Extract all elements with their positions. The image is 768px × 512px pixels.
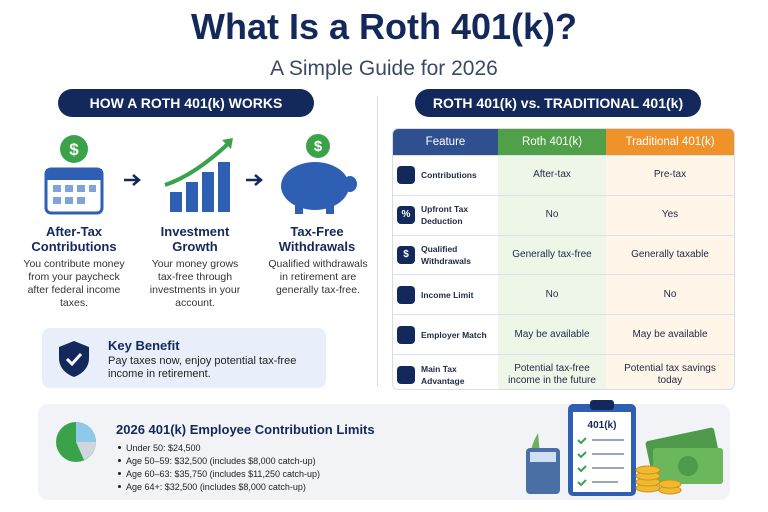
- key-benefit-text: Pay taxes now, enjoy potential tax-free …: [108, 355, 297, 380]
- growth-arrow-head: [222, 138, 233, 149]
- traditional-cell: Yes: [606, 194, 734, 235]
- key-benefit-title: Key Benefit: [108, 338, 180, 353]
- feature-label: Employer Match: [421, 329, 487, 340]
- divider: [377, 96, 378, 386]
- limit-text: Age 64+: $32,500 (includes $8,000 catch-…: [126, 482, 306, 492]
- growth-arrow: [164, 140, 232, 187]
- icon-symbol: $: [69, 140, 79, 159]
- limit-item: Age 64+: $32,500 (includes $8,000 catch-…: [116, 481, 320, 494]
- traditional-cell: No: [606, 274, 734, 315]
- clipboard-label: 401(k): [588, 420, 617, 431]
- feature-label: Income Limit: [421, 289, 474, 300]
- coin-icon: [60, 135, 88, 163]
- piggy-leg: [295, 202, 303, 214]
- feature-label: Qualified Withdrawals: [421, 244, 471, 267]
- step-icons: $ $: [44, 134, 357, 215]
- limit-item: Age 60–63: $35,750 (includes $11,250 cat…: [116, 468, 320, 481]
- traditional-cell: May be available: [606, 314, 734, 355]
- section-heading: ROTH 401(k) vs. TRADITIONAL 401(k): [415, 89, 701, 117]
- roth-cell: No: [498, 274, 606, 315]
- shield-icon: [59, 341, 89, 377]
- growth-chart-icon: [170, 162, 230, 212]
- feature-cell: Contributions: [393, 155, 498, 195]
- feature-cell: $ Qualified Withdrawals: [393, 234, 498, 275]
- limits-list: Under 50: $24,500 Age 50–59: $32,500 (inc…: [116, 442, 320, 494]
- step-text: Your money grows tax-free through invest…: [149, 258, 241, 309]
- calendar-top: [46, 169, 102, 180]
- step-title: Tax-Free Withdrawals: [278, 224, 356, 254]
- limits-panel: 2026 401(k) Employee Contribution Limits…: [38, 400, 730, 500]
- finance-illustration: 401(k): [526, 400, 723, 496]
- traditional-cell: Potential tax savings today: [606, 354, 734, 389]
- arrow: [124, 174, 141, 186]
- column-header: Feature: [393, 129, 498, 155]
- row-icon: [397, 285, 415, 304]
- pie-icon: [56, 422, 96, 462]
- row-icon: [397, 325, 415, 344]
- roth-cell: Generally tax-free: [498, 234, 606, 275]
- step-title: After-Tax Contributions: [31, 224, 117, 254]
- roth-cell: After-tax: [498, 155, 606, 195]
- feature-label: Contributions: [421, 170, 477, 181]
- roth-cell: Potential tax-free income in the future: [498, 354, 606, 389]
- bullet: [118, 472, 121, 475]
- comparison-table: Feature Roth 401(k) Traditional 401(k) Cont…: [392, 128, 735, 390]
- feature-cell: Employer Match: [393, 314, 498, 355]
- row-icon: [397, 166, 415, 185]
- limits-title: 2026 401(k) Employee Contribution Limits: [116, 422, 375, 437]
- key-benefit-box: Key Benefit Pay taxes now, enjoy potenti…: [42, 328, 326, 388]
- traditional-cell: Generally taxable: [606, 234, 734, 275]
- bullet: [118, 485, 121, 488]
- icon-symbol: $: [314, 138, 323, 155]
- section-heading: HOW A ROTH 401(k) WORKS: [58, 89, 314, 117]
- bullet: [118, 459, 121, 462]
- feature-cell: Main Tax Advantage: [393, 354, 498, 389]
- roth-cell: No: [498, 194, 606, 235]
- traditional-cell: Pre-tax: [606, 155, 734, 195]
- column-header: Traditional 401(k): [606, 129, 734, 155]
- piggy-bank-icon: [281, 162, 349, 210]
- step-text: You contribute money from your paycheck …: [23, 258, 125, 309]
- bullet: [118, 446, 121, 449]
- roth-cell: May be available: [498, 314, 606, 355]
- coin-icon: [306, 134, 330, 158]
- title: What Is a Roth 401(k)?: [190, 6, 578, 47]
- arrow: [246, 174, 263, 186]
- row-icon: %: [397, 206, 415, 225]
- limit-text: Under 50: $24,500: [126, 443, 201, 453]
- feature-label: Main Tax Advantage: [421, 363, 465, 386]
- limit-text: Age 50–59: $32,500 (includes $8,000 catc…: [126, 456, 316, 466]
- feature-cell: Income Limit: [393, 274, 498, 315]
- limit-item: Under 50: $24,500: [116, 442, 320, 455]
- limit-text: Age 60–63: $35,750 (includes $11,250 cat…: [126, 469, 320, 479]
- column-header: Roth 401(k): [498, 129, 606, 155]
- step-text: Qualified withdrawals in retirement are …: [268, 258, 368, 296]
- row-icon: [397, 365, 415, 384]
- limit-item: Age 50–59: $32,500 (includes $8,000 catc…: [116, 455, 320, 468]
- subtitle: A Simple Guide for 2026: [270, 57, 498, 80]
- piggy-snout: [343, 176, 357, 192]
- row-icon: $: [397, 246, 415, 265]
- step-title: Investment Growth: [160, 224, 230, 254]
- feature-label: Upfront Tax Deduction: [421, 204, 469, 227]
- piggy-leg: [326, 202, 334, 214]
- calendar-grid: [53, 185, 96, 204]
- feature-cell: % Upfront Tax Deduction: [393, 194, 498, 235]
